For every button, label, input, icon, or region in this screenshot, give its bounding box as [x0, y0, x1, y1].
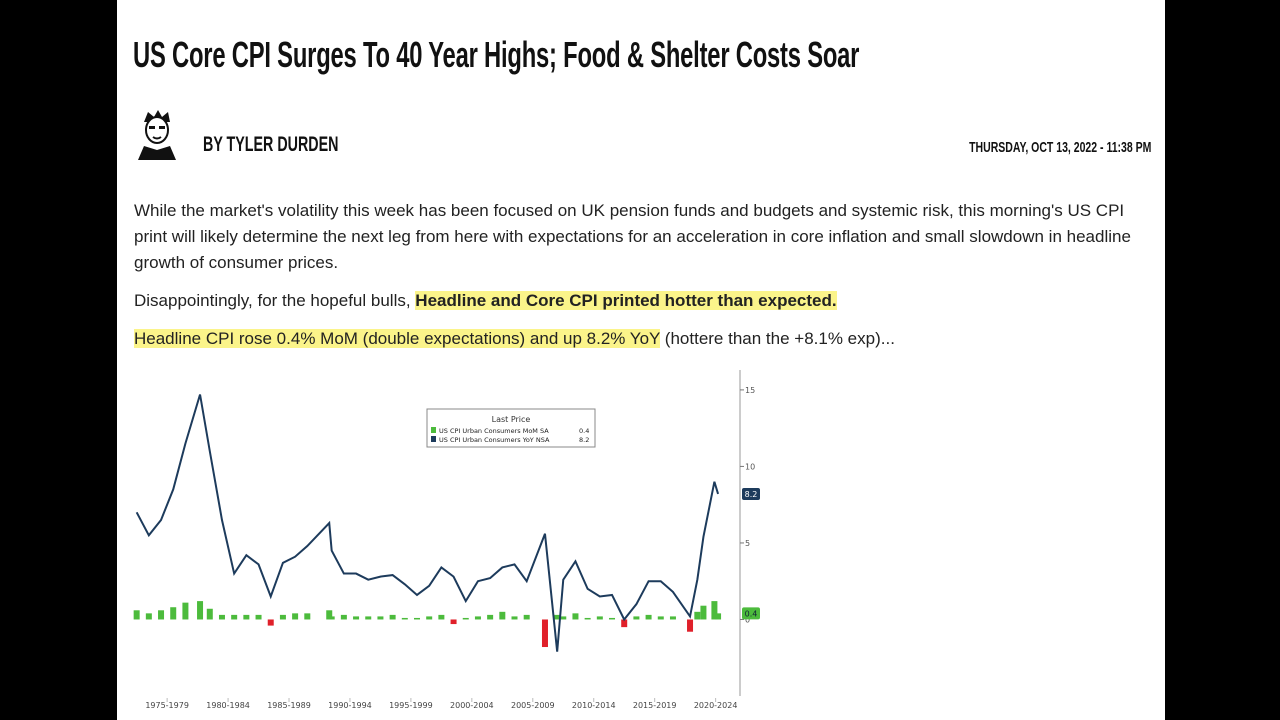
bar	[133, 610, 140, 620]
paragraph: While the market's volatility this week …	[134, 198, 1144, 276]
bar	[326, 610, 333, 620]
legend-value: 8.2	[579, 436, 589, 444]
author-avatar	[134, 108, 180, 160]
x-tick-label: 2005-2009	[511, 701, 555, 710]
bar	[621, 619, 628, 628]
bar	[231, 614, 238, 620]
line	[135, 394, 720, 652]
author[interactable]: BY TYLER DURDEN	[203, 133, 339, 156]
highlight: Headline and Core CPI printed hotter tha…	[415, 291, 837, 310]
last-value-label: 0.4	[745, 609, 758, 618]
bar	[328, 616, 335, 620]
bar	[715, 613, 722, 620]
article-title: US Core CPI Surges To 40 Year Highs; Foo…	[133, 34, 860, 75]
legend-title: Last Price	[492, 415, 531, 424]
bar	[389, 614, 396, 620]
text: Disappointingly, for the hopeful bulls,	[134, 291, 416, 310]
bar	[197, 601, 204, 620]
x-tick-label: 1995-1999	[389, 701, 433, 710]
bar	[158, 610, 165, 620]
bar	[657, 616, 664, 620]
legend: Last Price US CPI Urban Consumers MoM SA 0…	[426, 408, 596, 448]
bar	[474, 616, 481, 620]
y-tick-label: 15	[745, 386, 755, 395]
y-tick-label: 0	[745, 615, 750, 624]
bar	[554, 614, 561, 620]
bar	[292, 613, 299, 620]
bar	[523, 614, 530, 620]
bar	[170, 607, 177, 620]
x-tick-label: 2010-2014	[572, 701, 616, 710]
paragraph: Disappointingly, for the hopeful bulls, …	[134, 288, 1144, 314]
bar	[645, 614, 652, 620]
bar	[438, 614, 445, 620]
legend-label: US CPI Urban Consumers YoY NSA	[439, 436, 550, 444]
bar	[609, 617, 616, 620]
x-tick-label: 1990-1994	[328, 701, 372, 710]
y-tick-label: 5	[745, 539, 750, 548]
legend-swatch	[431, 427, 436, 433]
bar	[462, 617, 469, 620]
paragraph: Headline CPI rose 0.4% MoM (double expec…	[134, 326, 1144, 352]
last-value-label: 8.2	[745, 490, 758, 499]
bar	[584, 617, 591, 620]
bar	[572, 613, 579, 620]
bar	[711, 601, 718, 620]
x-tick-label: 1985-1989	[267, 701, 311, 710]
x-tick-label: 2000-2004	[450, 701, 494, 710]
text: (hottere than the +8.1% exp)...	[660, 329, 895, 348]
article: US Core CPI Surges To 40 Year Highs; Foo…	[117, 0, 1165, 720]
bar	[304, 613, 311, 620]
legend-swatch	[431, 436, 436, 442]
bar	[206, 608, 213, 620]
bar	[633, 616, 640, 620]
bar	[426, 616, 433, 620]
bar	[541, 619, 548, 648]
bar	[487, 614, 494, 620]
legend-box	[426, 408, 596, 448]
bar	[365, 616, 372, 620]
bar	[596, 616, 603, 620]
bar	[687, 619, 694, 632]
bar	[413, 617, 420, 620]
bar	[145, 613, 152, 620]
bar	[377, 616, 384, 620]
bar	[218, 614, 225, 620]
bar	[340, 614, 347, 620]
publish-date: THURSDAY, OCT 13, 2022 - 11:38 PM	[968, 139, 1151, 156]
x-tick-label: 2020-2024	[694, 701, 738, 710]
cpi-chart: 0 5 10 15 1975-1979 1980-1984 1985-1989 1990-19…	[133, 366, 783, 716]
bar	[279, 614, 286, 620]
highlight: Headline CPI rose 0.4% MoM (double expec…	[134, 329, 661, 348]
legend-label: US CPI Urban Consumers MoM SA	[439, 427, 549, 435]
bar	[182, 602, 189, 620]
x-tick-label: 2015-2019	[633, 701, 677, 710]
bar	[694, 611, 701, 620]
bar	[511, 616, 518, 620]
bar	[267, 619, 274, 626]
text: While the market's volatility this week …	[134, 201, 1131, 272]
bar	[499, 611, 506, 620]
bar	[669, 616, 676, 620]
legend-value: 0.4	[579, 427, 589, 435]
bar	[255, 614, 262, 620]
bar	[401, 617, 408, 620]
last-value-tag	[742, 607, 760, 620]
x-tick-label: 1980-1984	[206, 701, 250, 710]
y-tick-label: 10	[745, 462, 755, 471]
article-body: While the market's volatility this week …	[134, 198, 1144, 364]
bar	[560, 616, 567, 620]
bar	[353, 616, 360, 620]
bar	[243, 614, 250, 620]
bar	[450, 619, 457, 625]
bar	[700, 605, 707, 620]
x-tick-label: 1975-1979	[145, 701, 189, 710]
last-value-tag	[742, 487, 760, 500]
